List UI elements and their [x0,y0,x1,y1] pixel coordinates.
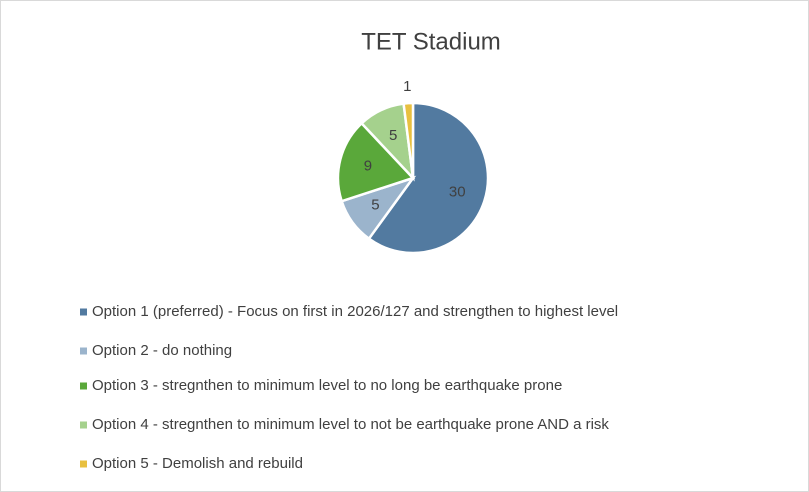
legend-label: Option 1 (preferred) - Focus on first in… [92,303,618,320]
pie-slice [402,101,415,179]
legend-swatch [80,421,87,429]
legend-swatch [80,347,87,355]
legend-label: Option 2 - do nothing [92,342,232,359]
data-label: 5 [389,127,397,144]
legend-label: Option 5 - Demolish and rebuild [92,455,303,472]
data-label: 30 [449,183,466,200]
pie-slice [367,101,490,255]
legend-label: Option 3 - stregnthen to minimum level t… [92,377,562,394]
legend-label: Option 4 - stregnthen to minimum level t… [92,416,609,433]
data-label: 1 [403,78,411,95]
legend-swatch [80,308,87,316]
chart-title: TET Stadium [361,28,501,55]
data-label: 5 [371,196,379,213]
legend-swatch [80,382,87,390]
legend-swatch [80,460,87,468]
pie-slice [336,121,416,203]
data-label: 9 [364,157,372,174]
